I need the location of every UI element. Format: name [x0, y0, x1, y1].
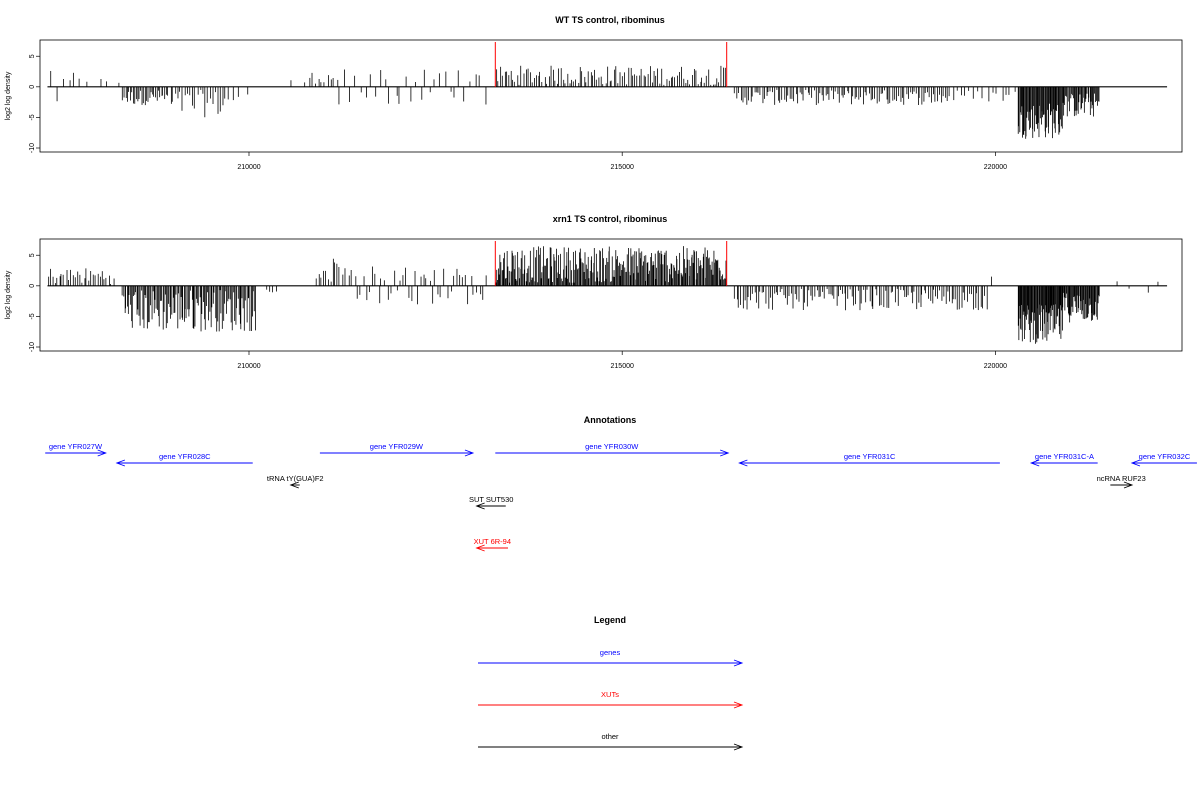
wt-panel: WT TS control, ribominus log2 log densit…	[5, 15, 1183, 171]
wt-x-ticks: 210000 215000 220000	[237, 152, 1007, 171]
legend: Legend genes XUTs other	[478, 615, 744, 751]
xrn1-markers	[494, 241, 728, 286]
annotation-label: XUT 6R-94	[474, 537, 511, 546]
wt-y-tick-label: -5	[29, 114, 36, 120]
wt-y-tick-label: -10	[29, 143, 36, 153]
annotation-label: gene YFR032C	[1139, 452, 1191, 461]
annotation-arrow-head	[720, 449, 730, 457]
legend-label: other	[601, 732, 619, 741]
annotation-arrow-head	[1123, 481, 1134, 489]
annotation-label: gene YFR027W	[49, 442, 103, 451]
xrn1-y-tick-label: 5	[29, 253, 36, 257]
legend-arrow-head	[733, 659, 744, 667]
annotation-label: ncRNA RUF23	[1097, 474, 1146, 483]
wt-x-tick-label: 215000	[611, 164, 634, 171]
xrn1-x-tick-label: 210000	[237, 363, 260, 370]
annotation-label: gene YFR031C	[844, 452, 896, 461]
annotation-label: SUT SUT530	[469, 495, 513, 504]
legend-arrow-head	[733, 743, 744, 751]
xrn1-plot-frame	[39, 238, 1183, 352]
legend-label: XUTs	[601, 690, 619, 699]
wt-bars	[50, 65, 1100, 139]
xrn1-x-tick-label: 215000	[611, 363, 634, 370]
xrn1-y-ticks: 5 0 -5 -10	[29, 253, 40, 352]
wt-plot-frame	[39, 39, 1183, 153]
annotation-label: gene YFR029W	[370, 442, 424, 451]
xrn1-y-axis-label: log2 log density	[5, 270, 12, 319]
annotation-arrow-head	[738, 459, 748, 467]
xrn1-x-tick-label: 220000	[984, 363, 1007, 370]
annotation-arrow-head	[1130, 459, 1141, 467]
legend-arrow-head	[733, 701, 744, 709]
wt-panel-title: WT TS control, ribominus	[555, 15, 665, 25]
legend-items: genes XUTs other	[478, 648, 744, 751]
wt-y-axis-label: log2 log density	[5, 71, 12, 120]
annotation-arrow-head	[1029, 459, 1040, 467]
annotation-items: gene YFR027W gene YFR028C gene YFR029W gene…	[45, 442, 1197, 552]
xrn1-x-ticks: 210000 215000 220000	[237, 351, 1007, 370]
xrn1-panel-title: xrn1 TS control, ribominus	[553, 214, 668, 224]
wt-x-tick-label: 220000	[984, 164, 1007, 171]
wt-y-ticks: 5 0 -5 -10	[29, 54, 40, 153]
xrn1-bars	[48, 246, 1159, 344]
wt-y-tick-label: 0	[29, 85, 36, 89]
annotation-arrow-head	[475, 544, 485, 552]
annotation-arrow-head	[464, 449, 475, 457]
annotation-arrow-head	[289, 481, 299, 489]
annotation-arrow-head	[115, 459, 126, 467]
legend-label: genes	[600, 648, 621, 657]
annotations-title: Annotations	[584, 415, 637, 425]
annotation-label: gene YFR030W	[585, 442, 639, 451]
xrn1-y-tick-label: 0	[29, 284, 36, 288]
annotation-label: tRNA tY(GUA)F2	[267, 474, 324, 483]
xrn1-panel: xrn1 TS control, ribominus log2 log dens…	[5, 214, 1183, 370]
xrn1-y-tick-label: -10	[29, 342, 36, 352]
wt-x-tick-label: 210000	[237, 164, 260, 171]
annotation-label: gene YFR028C	[159, 452, 211, 461]
wt-markers	[494, 42, 728, 87]
annotation-arrow-head	[97, 449, 107, 457]
legend-title: Legend	[594, 615, 626, 625]
annotation-label: gene YFR031C-A	[1035, 452, 1094, 461]
annotation-arrow-head	[475, 502, 485, 510]
xrn1-y-tick-label: -5	[29, 313, 36, 319]
wt-y-tick-label: 5	[29, 54, 36, 58]
